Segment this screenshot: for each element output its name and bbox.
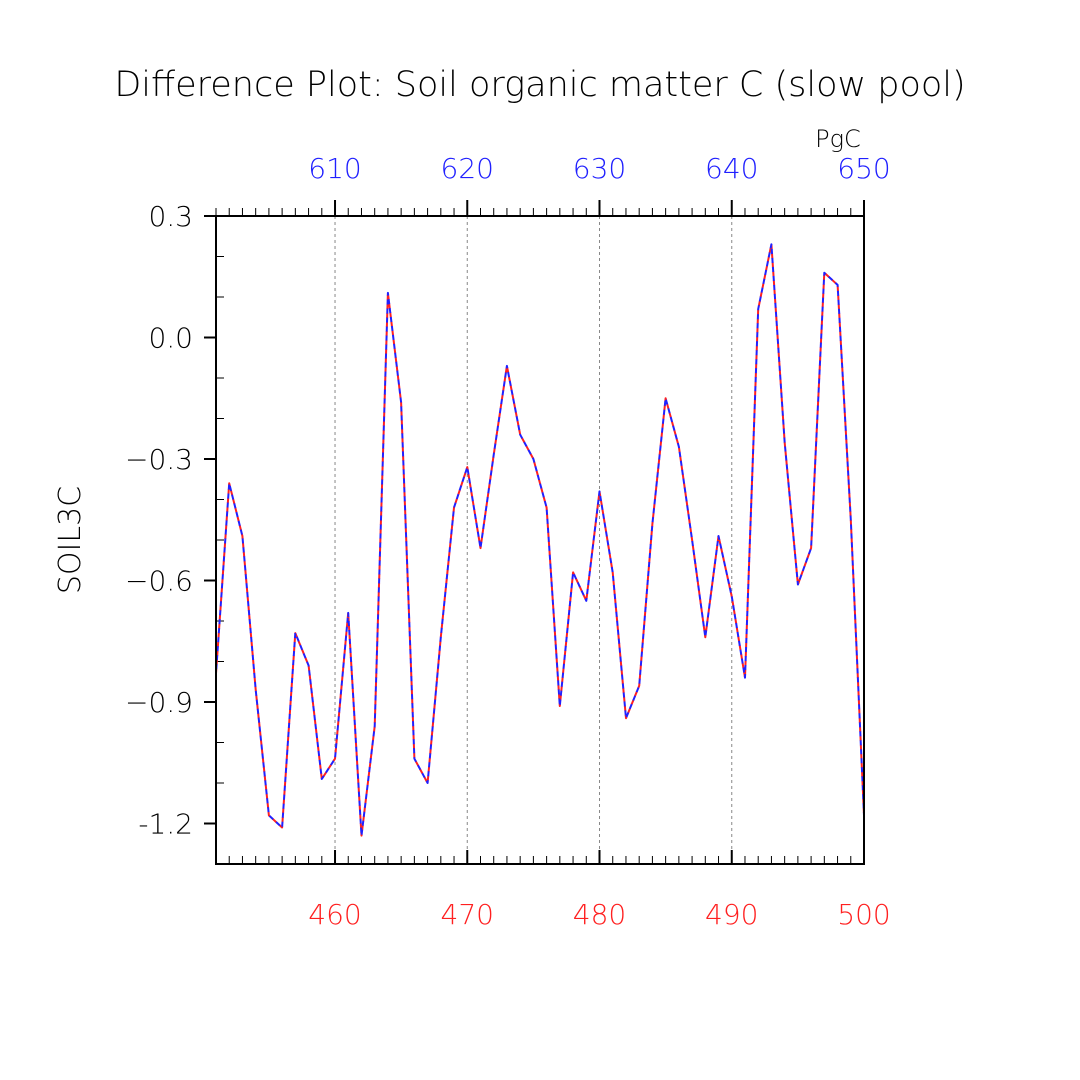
series-line-blue: [215, 243, 865, 837]
y-tick-label: −0.9: [125, 686, 193, 719]
top-tick-label: 630: [573, 152, 626, 185]
grid-lines: [334, 216, 733, 864]
bottom-tick-label: 460: [308, 898, 361, 931]
bottom-tick-label: 490: [705, 898, 758, 931]
y-tick-label: -1.2: [138, 808, 193, 841]
top-tick-label: 650: [837, 152, 890, 185]
top-axis-units: PgC: [815, 125, 861, 153]
bottom-tick-label: 470: [441, 898, 494, 931]
axes: 460 470 480 490 500 610 620 630 640 650 0.3 0.0 −0.3…: [125, 152, 891, 931]
bottom-tick-label: 500: [837, 898, 890, 931]
top-tick-label: 640: [705, 152, 758, 185]
y-tick-label: 0.3: [148, 200, 193, 233]
y-axis-label: SOIL3C: [53, 486, 88, 594]
top-tick-label: 620: [441, 152, 494, 185]
y-tick-label: 0.0: [148, 322, 193, 355]
chart-title: Difference Plot: Soil organic matter C (…: [114, 65, 965, 105]
plot-frame: [215, 215, 865, 865]
y-tick-label: −0.3: [125, 443, 193, 476]
bottom-tick-label: 480: [573, 898, 626, 931]
series-lines: [215, 243, 865, 837]
series-line-red: [215, 243, 865, 837]
top-tick-label: 610: [308, 152, 361, 185]
y-tick-label: −0.6: [125, 565, 193, 598]
